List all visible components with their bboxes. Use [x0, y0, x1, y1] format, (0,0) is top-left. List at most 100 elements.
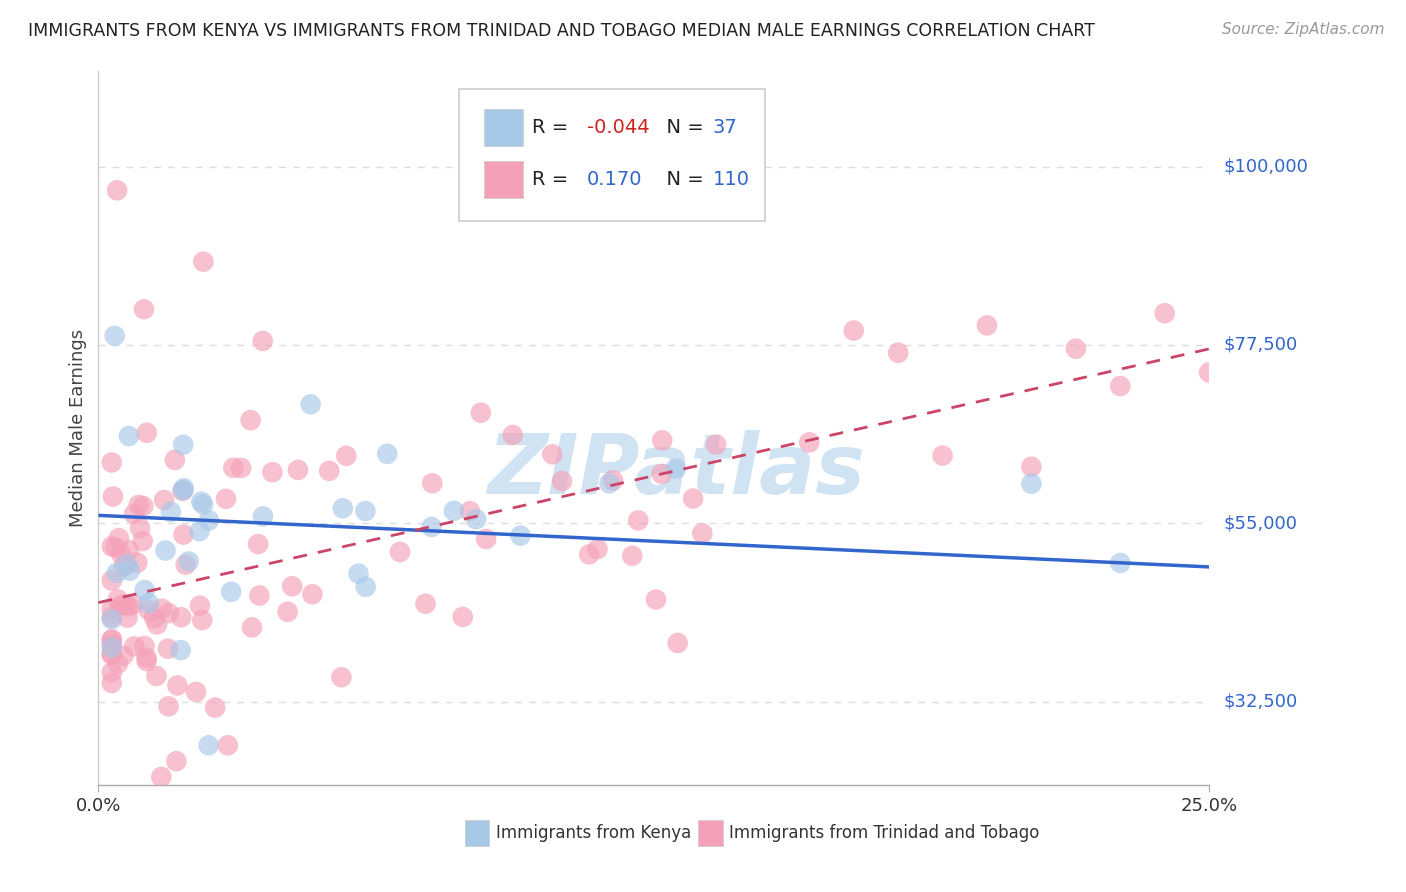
Point: [134, 583, 156, 598]
Point: [598, 476, 620, 491]
Point: [415, 597, 437, 611]
Text: IMMIGRANTS FROM KENYA VS IMMIGRANTS FROM TRINIDAD AND TOBAGO MEDIAN MALE EARNING: IMMIGRANTS FROM KENYA VS IMMIGRANTS FROM…: [28, 22, 1095, 40]
Point: [252, 509, 274, 524]
Point: [112, 559, 135, 574]
Point: [281, 579, 304, 593]
Point: [100, 633, 122, 648]
Text: R =: R =: [531, 170, 574, 189]
Point: [197, 739, 219, 753]
Point: [1109, 556, 1132, 570]
Point: [146, 617, 169, 632]
Point: [420, 520, 443, 534]
Point: [190, 494, 212, 508]
Point: [112, 648, 135, 663]
Point: [191, 613, 214, 627]
Point: [132, 499, 155, 513]
Point: [129, 521, 152, 535]
Point: [252, 334, 274, 348]
Point: [231, 461, 253, 475]
Point: [240, 620, 263, 634]
Point: [330, 670, 353, 684]
Point: [301, 587, 323, 601]
Point: [128, 498, 150, 512]
Point: [502, 428, 524, 442]
Point: [100, 602, 122, 616]
Point: [191, 497, 214, 511]
Point: [165, 754, 187, 768]
Point: [100, 539, 122, 553]
Point: [118, 564, 141, 578]
Point: [193, 254, 215, 268]
Point: [117, 599, 139, 614]
Point: [1153, 306, 1175, 320]
Point: [100, 665, 122, 680]
Point: [145, 669, 167, 683]
Text: ZIPatlas: ZIPatlas: [486, 431, 865, 511]
Point: [104, 541, 127, 555]
Point: [166, 678, 188, 692]
Point: [198, 513, 221, 527]
Point: [100, 646, 122, 660]
Point: [132, 534, 155, 549]
Point: [475, 532, 498, 546]
Point: [1021, 459, 1043, 474]
Point: [122, 507, 145, 521]
Point: [100, 612, 122, 626]
Point: [420, 476, 443, 491]
Text: Source: ZipAtlas.com: Source: ZipAtlas.com: [1222, 22, 1385, 37]
Point: [157, 606, 180, 620]
Point: [100, 610, 122, 624]
Point: [172, 438, 194, 452]
Point: [100, 648, 122, 662]
Point: [347, 566, 370, 581]
Point: [458, 504, 481, 518]
Text: 0.170: 0.170: [588, 170, 643, 189]
Point: [138, 596, 160, 610]
Point: [666, 636, 689, 650]
Point: [621, 549, 644, 563]
Point: [651, 467, 673, 481]
Text: $32,500: $32,500: [1223, 693, 1298, 711]
Point: [108, 531, 131, 545]
Point: [551, 474, 574, 488]
Point: [627, 513, 650, 527]
Text: $77,500: $77,500: [1223, 336, 1298, 354]
Point: [110, 547, 132, 561]
Point: [155, 543, 177, 558]
Text: -0.044: -0.044: [588, 118, 650, 136]
Point: [135, 650, 157, 665]
Text: R =: R =: [531, 118, 574, 136]
Point: [100, 638, 122, 652]
Point: [105, 183, 128, 197]
Point: [143, 611, 166, 625]
Text: $100,000: $100,000: [1223, 158, 1308, 176]
Point: [100, 455, 122, 469]
Point: [173, 481, 195, 495]
Point: [172, 483, 194, 498]
Point: [188, 599, 211, 613]
Point: [157, 699, 180, 714]
Point: [217, 739, 239, 753]
Point: [651, 434, 673, 448]
Point: [704, 437, 727, 451]
Point: [239, 413, 262, 427]
Point: [215, 491, 238, 506]
Text: N =: N =: [654, 118, 710, 136]
Y-axis label: Median Male Earnings: Median Male Earnings: [69, 329, 87, 527]
Point: [150, 601, 173, 615]
Point: [602, 474, 624, 488]
Point: [318, 464, 340, 478]
Point: [100, 632, 122, 647]
Point: [177, 554, 200, 568]
Point: [586, 541, 609, 556]
Point: [262, 465, 284, 479]
Bar: [484, 109, 523, 146]
Point: [299, 397, 322, 411]
Point: [645, 592, 668, 607]
Bar: [484, 161, 523, 198]
Point: [1021, 476, 1043, 491]
Point: [100, 676, 122, 690]
Point: [114, 598, 136, 612]
Point: [682, 491, 704, 506]
Point: [150, 770, 173, 784]
